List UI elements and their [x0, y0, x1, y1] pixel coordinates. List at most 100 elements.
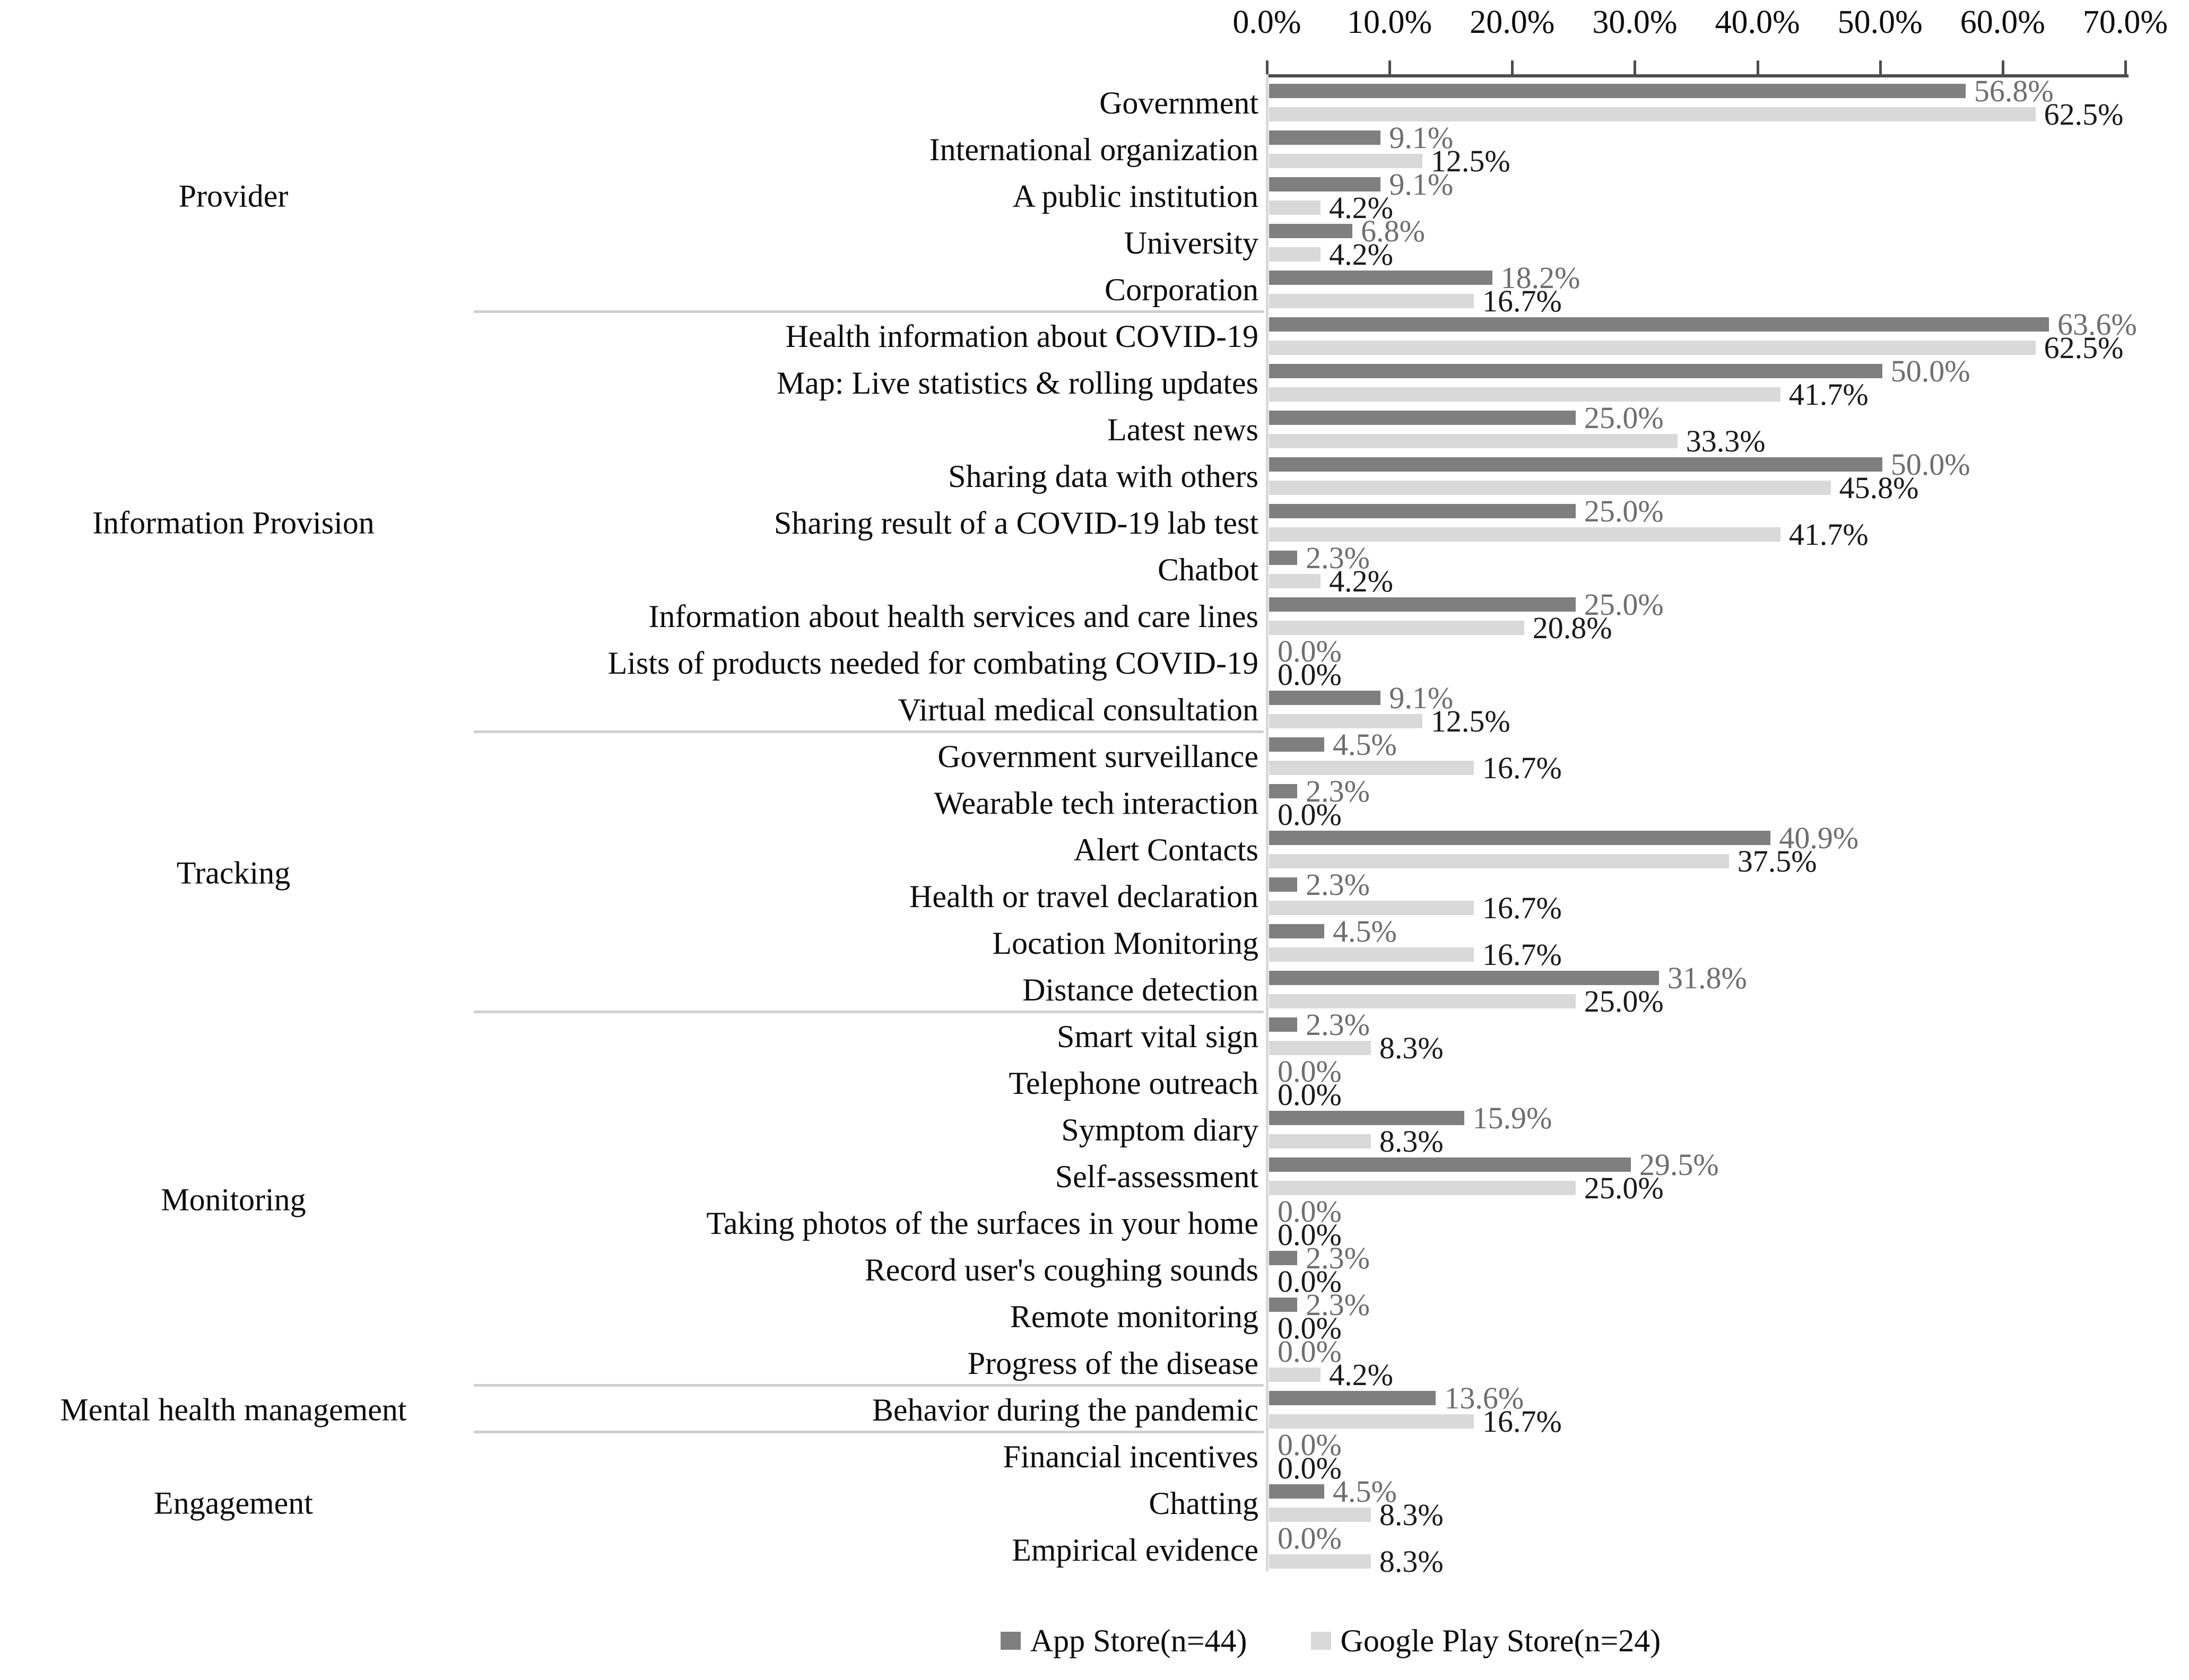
bar-app-store — [1269, 831, 1771, 845]
category-label: Sharing result of a COVID-19 lab test — [774, 506, 1258, 541]
bar-google-play — [1269, 901, 1474, 915]
category-label: Remote monitoring — [1010, 1299, 1258, 1334]
group-label: Mental health management — [60, 1392, 407, 1427]
bar-google-play — [1269, 854, 1729, 868]
category-label: International organization — [929, 132, 1258, 167]
value-label-google-play: 0.0% — [1278, 1264, 1342, 1299]
value-label-app-store: 2.3% — [1306, 867, 1370, 902]
bar-app-store — [1269, 737, 1324, 752]
category-label: Financial incentives — [1003, 1439, 1258, 1474]
value-label-google-play: 25.0% — [1584, 1170, 1664, 1205]
category-label: Wearable tech interaction — [934, 786, 1258, 821]
value-label-app-store: 25.0% — [1584, 587, 1664, 622]
category-label: Smart vital sign — [1057, 1019, 1258, 1054]
value-label-app-store: 0.0% — [1278, 633, 1342, 668]
bar-app-store — [1269, 551, 1298, 565]
value-label-app-store: 4.5% — [1333, 727, 1397, 762]
bar-google-play — [1269, 527, 1780, 542]
value-label-app-store: 2.3% — [1306, 1287, 1370, 1322]
bar-google-play — [1269, 294, 1474, 308]
value-label-app-store: 0.0% — [1278, 1334, 1342, 1369]
legend-label-app-store: App Store(n=44) — [1030, 1623, 1247, 1658]
value-label-google-play: 25.0% — [1584, 983, 1664, 1019]
value-label-google-play: 0.0% — [1278, 1077, 1342, 1112]
bar-google-play — [1269, 341, 2036, 355]
category-label: Chatting — [1149, 1486, 1258, 1521]
category-label: Self-assessment — [1055, 1159, 1258, 1194]
bar-app-store — [1269, 691, 1381, 705]
bar-app-store — [1269, 597, 1576, 612]
legend-item-app-store: App Store(n=44) — [1000, 1623, 1247, 1658]
value-label-google-play: 33.3% — [1686, 423, 1766, 458]
value-label-google-play: 0.0% — [1278, 1217, 1342, 1252]
bar-google-play — [1269, 107, 2036, 121]
value-label-google-play: 62.5% — [2044, 330, 2124, 365]
value-label-google-play: 16.7% — [1482, 937, 1562, 972]
axis-tick-label: 0.0% — [1232, 4, 1301, 40]
bar-google-play — [1269, 481, 1831, 495]
bar-app-store — [1269, 317, 2049, 332]
value-label-app-store: 18.2% — [1500, 260, 1580, 295]
value-label-app-store: 2.3% — [1306, 1240, 1370, 1275]
value-label-app-store: 6.8% — [1361, 213, 1425, 248]
category-label: Symptom diary — [1061, 1112, 1258, 1147]
legend-swatch-app-store — [1000, 1632, 1021, 1650]
bar-app-store — [1269, 224, 1353, 238]
value-label-google-play: 41.7% — [1788, 377, 1869, 412]
bar-google-play — [1269, 1414, 1474, 1429]
value-label-app-store: 4.5% — [1333, 913, 1397, 948]
category-label: Lists of products needed for combating C… — [607, 646, 1258, 681]
group-label: Tracking — [176, 855, 291, 891]
category-label: Health or travel declaration — [909, 879, 1258, 914]
value-label-google-play: 12.5% — [1430, 143, 1510, 178]
category-label: Record user's coughing sounds — [864, 1252, 1258, 1287]
category-label: Progress of the disease — [967, 1346, 1258, 1381]
bar-google-play — [1269, 154, 1422, 168]
value-label-google-play: 8.3% — [1379, 1497, 1444, 1532]
category-label: Information about health services and ca… — [648, 599, 1258, 634]
bar-app-store — [1269, 364, 1882, 378]
category-label: Empirical evidence — [1012, 1533, 1258, 1568]
value-label-app-store: 15.9% — [1472, 1100, 1552, 1135]
value-label-google-play: 16.7% — [1482, 890, 1562, 925]
bar-app-store — [1269, 504, 1576, 518]
group-label: Provider — [178, 178, 289, 214]
plot-left-boundary — [1266, 74, 1269, 1571]
axis-tick-label: 60.0% — [1960, 4, 2045, 40]
bar-app-store — [1269, 971, 1660, 985]
value-label-google-play: 0.0% — [1278, 1450, 1342, 1485]
value-label-google-play: 0.0% — [1278, 1310, 1342, 1345]
axis-tick-label: 10.0% — [1347, 4, 1432, 40]
bar-google-play — [1269, 947, 1474, 962]
value-label-app-store: 40.9% — [1779, 820, 1859, 855]
category-label: Behavior during the pandemic — [872, 1392, 1258, 1427]
axis-tick-label: 50.0% — [1837, 4, 1923, 40]
value-label-app-store: 9.1% — [1389, 167, 1454, 202]
bar-google-play — [1269, 1554, 1371, 1569]
value-label-google-play: 4.2% — [1329, 1357, 1393, 1392]
value-label-google-play: 62.5% — [2044, 97, 2124, 132]
category-label: Health information about COVID-19 — [785, 319, 1258, 354]
bar-google-play — [1269, 1041, 1371, 1055]
value-label-app-store: 50.0% — [1890, 353, 1970, 388]
bar-google-play — [1269, 434, 1678, 448]
legend-item-google-play: Google Play Store(n=24) — [1310, 1623, 1661, 1658]
bar-google-play — [1269, 1368, 1321, 1382]
bar-app-store — [1269, 84, 1966, 98]
bar-app-store — [1269, 1111, 1464, 1125]
value-label-app-store: 2.3% — [1306, 1007, 1370, 1042]
bar-app-store — [1269, 784, 1298, 798]
value-label-app-store: 4.5% — [1333, 1474, 1397, 1509]
bar-app-store — [1269, 877, 1298, 892]
value-label-google-play: 12.5% — [1430, 703, 1510, 738]
axis-tick-mark — [1511, 60, 1514, 74]
legend-label-google-play: Google Play Store(n=24) — [1340, 1623, 1661, 1658]
bar-app-store — [1269, 177, 1381, 191]
bar-google-play — [1269, 387, 1780, 402]
value-label-google-play: 41.7% — [1788, 517, 1869, 552]
value-label-google-play: 8.3% — [1379, 1544, 1444, 1579]
value-label-google-play: 20.8% — [1532, 610, 1612, 645]
value-label-google-play: 8.3% — [1379, 1124, 1444, 1159]
value-label-google-play: 45.8% — [1839, 470, 1919, 505]
